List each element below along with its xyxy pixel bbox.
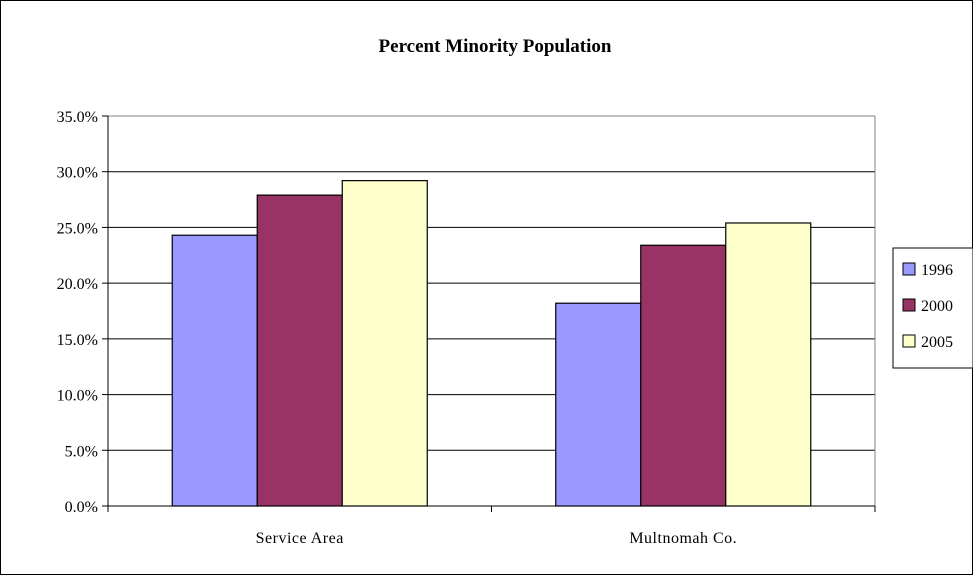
y-tick-label: 20.0% <box>57 276 98 293</box>
legend-label-2005: 2005 <box>921 334 953 351</box>
y-tick-label: 0.0% <box>65 499 98 516</box>
legend-label-2000: 2000 <box>921 298 953 315</box>
y-tick-label: 25.0% <box>57 220 98 237</box>
y-tick-label: 35.0% <box>57 109 98 126</box>
y-tick-label: 5.0% <box>65 443 98 460</box>
legend-swatch-1996 <box>902 262 916 276</box>
bar-2000-0 <box>256 194 343 507</box>
bar-2000-1 <box>640 244 727 507</box>
plot-area: 0.0% 5.0% 10.0% 15.0% 20.0% 25.0% 30.0% 35.0% Se… <box>57 109 876 547</box>
bar-2005-1 <box>725 222 812 507</box>
bar-2005-0 <box>341 180 428 507</box>
legend-label-1996: 1996 <box>921 262 953 279</box>
legend: 1996 2000 2005 <box>892 247 973 369</box>
x-tick-label: Service Area <box>256 530 344 547</box>
y-tick-label: 10.0% <box>57 388 98 405</box>
x-tick-label: Multnomah Co. <box>629 530 737 547</box>
bar-1996-1 <box>555 302 642 507</box>
chart-title: Percent Minority Population <box>379 36 612 57</box>
legend-swatch-2000 <box>902 298 916 312</box>
y-tick-label: 30.0% <box>57 165 98 182</box>
bar-1996-0 <box>171 234 258 507</box>
y-tick-label: 15.0% <box>57 332 98 349</box>
legend-swatch-2005 <box>902 334 916 348</box>
